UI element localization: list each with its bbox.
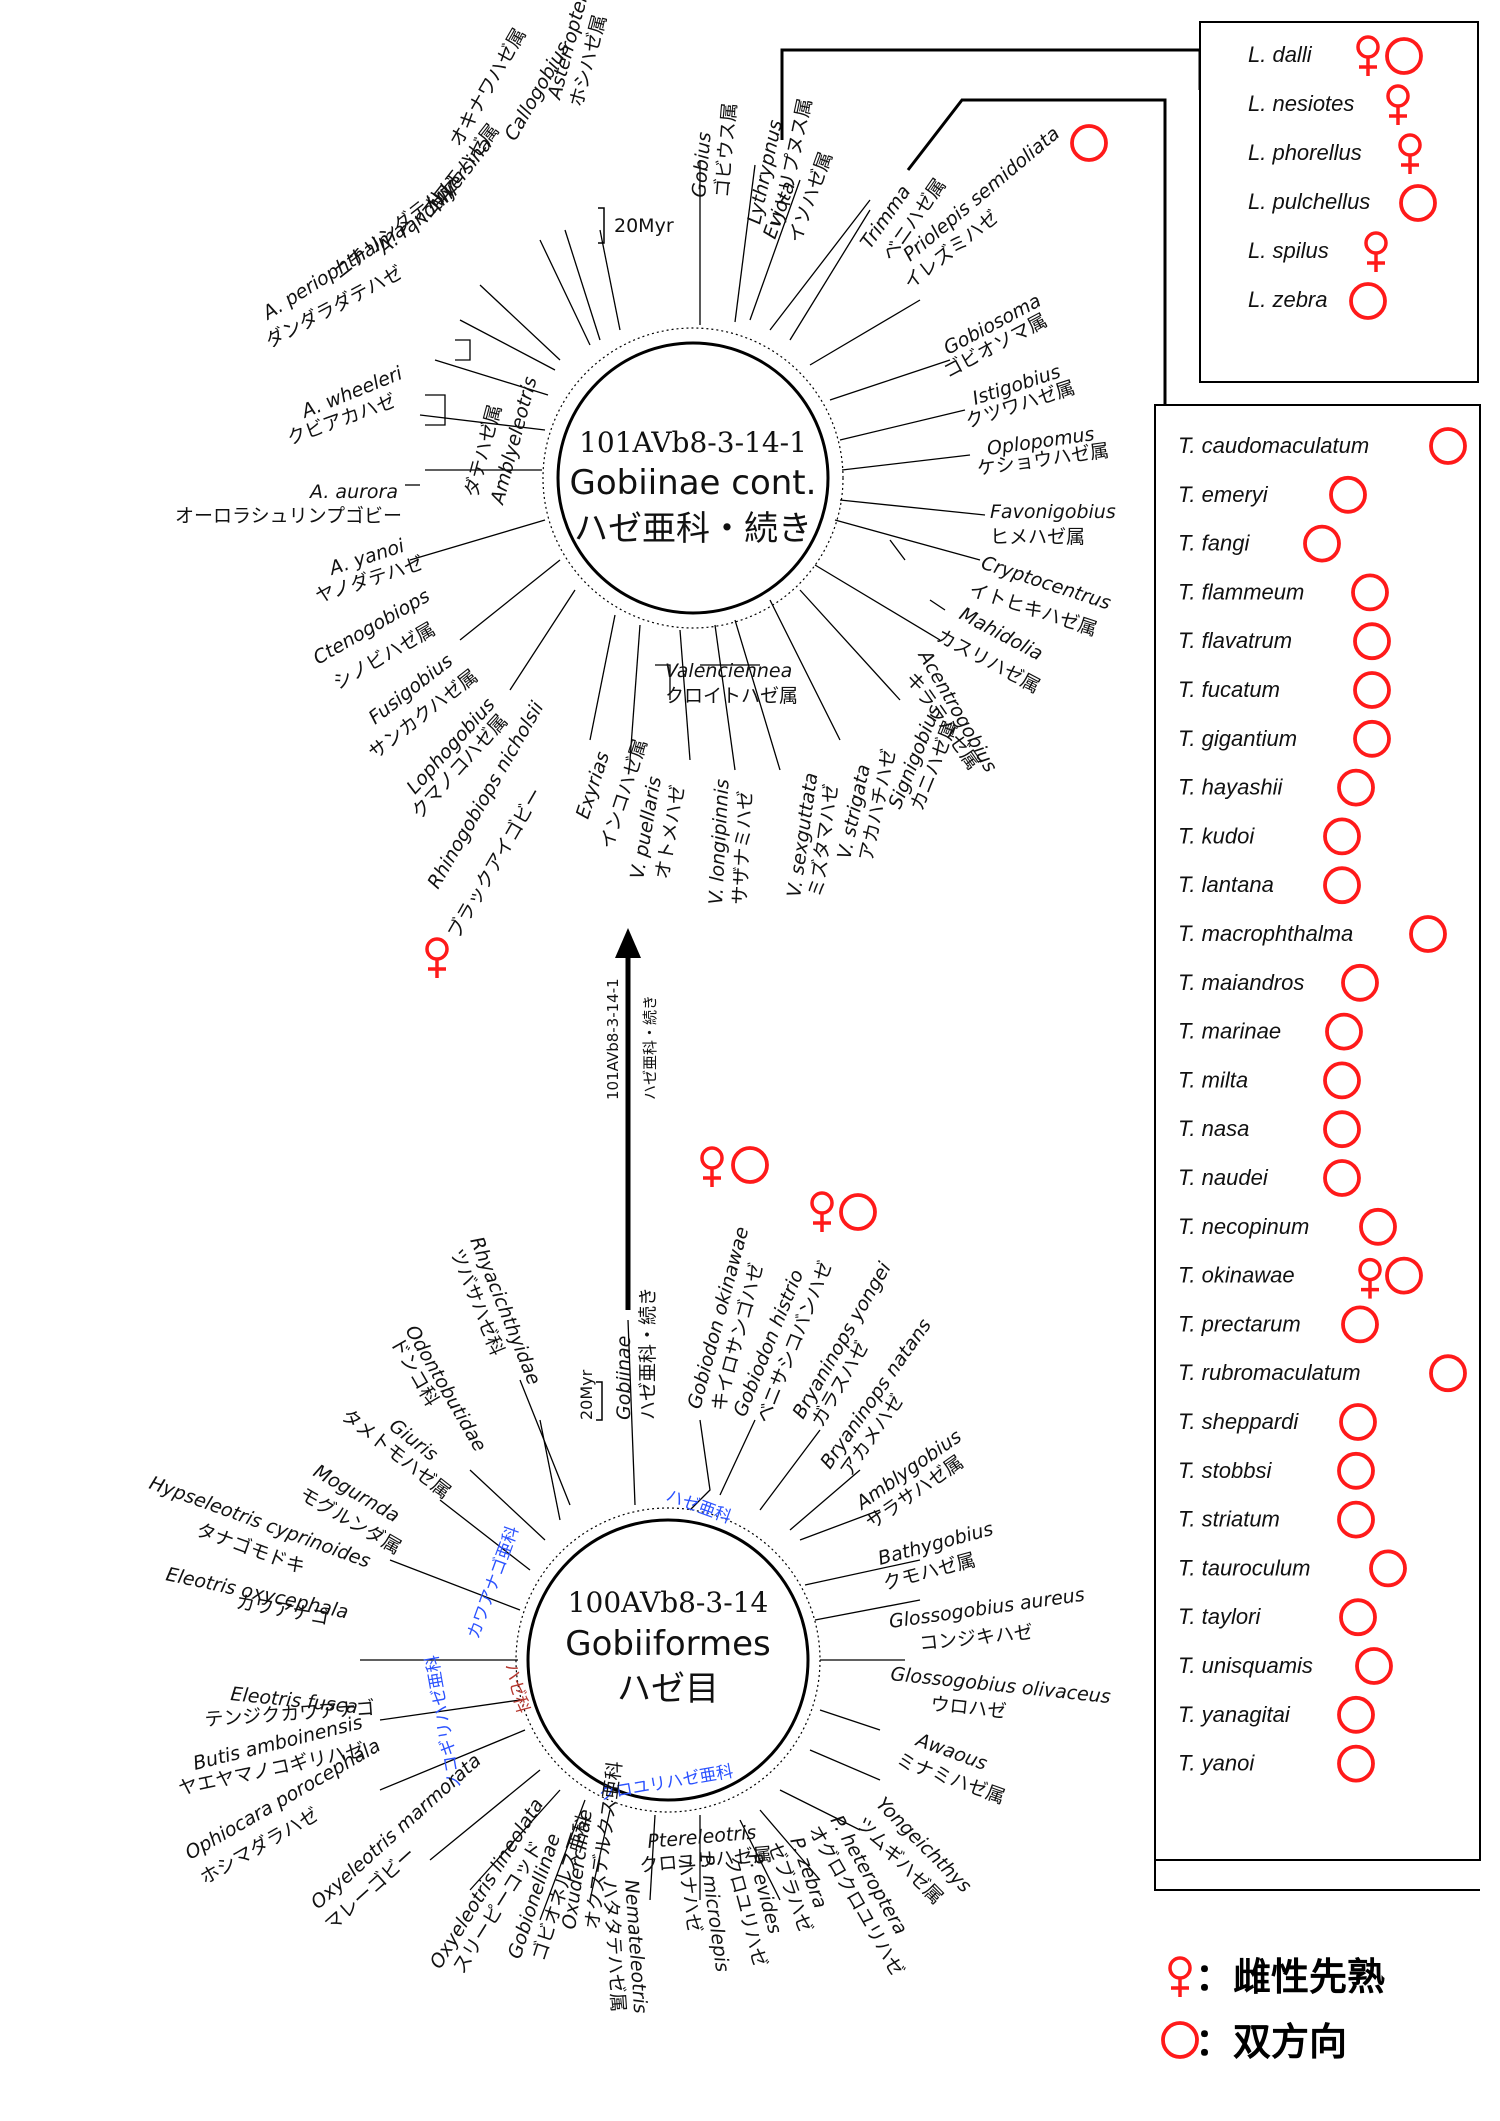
lythrypnus-species-0: L. dalli bbox=[1248, 42, 1313, 67]
lythrypnus-box: L. dalli L. nesiotes L. phorellus L. pulche… bbox=[1199, 21, 1479, 383]
trimma-species-5: T. fucatum bbox=[1178, 677, 1280, 702]
arrow-jp: ハゼ亜科・続き bbox=[641, 995, 659, 1100]
trimma-species-1: T. emeryi bbox=[1178, 482, 1269, 507]
label-gobiinae: Gobiinae bbox=[613, 1336, 635, 1420]
trimma-species-25: T. unisquamis bbox=[1178, 1653, 1313, 1678]
taxon-a-aurora-jp: オーロラシュリンプゴビー bbox=[175, 505, 402, 527]
gobiodon-okinawae-bidir-marker bbox=[731, 1146, 769, 1184]
trimma-species-2: T. fangi bbox=[1178, 531, 1250, 556]
trimma-species-14: T. nasa bbox=[1178, 1116, 1249, 1141]
trimma-species-26: T. yanagitai bbox=[1178, 1702, 1291, 1727]
taxon-favonigobius: Favonigobius bbox=[990, 501, 1116, 523]
rhinogobiops-female-marker bbox=[425, 937, 449, 980]
trimma-species-3: T. flammeum bbox=[1178, 579, 1304, 604]
legend-bidir-label: ：双方向 bbox=[1195, 2020, 1347, 2064]
top-branches bbox=[405, 160, 986, 771]
bottom-center-code: 100AVb8-3-14 bbox=[568, 1586, 769, 1619]
arrow-code: 101AVb8-3-14-1 bbox=[604, 978, 622, 1100]
bottom-center-title: Gobiiformes bbox=[565, 1624, 771, 1664]
lythrypnus-species-3: L. pulchellus bbox=[1248, 189, 1370, 214]
label-gobiinae-jp: ハゼ亜科・続き bbox=[637, 1287, 659, 1420]
trimma-species-24: T. taylori bbox=[1178, 1604, 1261, 1629]
lythrypnus-species-2: L. phorellus bbox=[1248, 140, 1362, 165]
legend-female-icon bbox=[1168, 1956, 1192, 1999]
trimma-species-20: T. sheppardi bbox=[1178, 1409, 1299, 1434]
trimma-species-22: T. striatum bbox=[1178, 1507, 1280, 1532]
trimma-species-0: T. caudomaculatum bbox=[1178, 433, 1369, 458]
trimma-box: T. caudomaculatum T. emeryi T. fangi T. fla… bbox=[1154, 404, 1481, 1891]
gobiodon-okinawae-female-marker bbox=[700, 1146, 724, 1189]
trimma-species-12: T. marinae bbox=[1178, 1019, 1281, 1044]
lythrypnus-species-1: L. nesiotes bbox=[1248, 91, 1354, 116]
taxon-favonigobius-jp: ヒメハゼ属 bbox=[990, 526, 1085, 548]
gobiodon-histrio-bidir-marker bbox=[839, 1193, 877, 1231]
top-center-code: 101AVb8-3-14-1 bbox=[579, 426, 807, 459]
trimma-species-27: T. yanoi bbox=[1178, 1751, 1255, 1776]
trimma-species-4: T. flavatrum bbox=[1178, 628, 1292, 653]
top-center-title: Gobiinae cont. bbox=[570, 463, 817, 503]
trimma-species-15: T. naudei bbox=[1178, 1165, 1269, 1190]
trimma-species-8: T. kudoi bbox=[1178, 823, 1255, 848]
group-valenciennea-jp: クロイトハゼ属 bbox=[665, 685, 798, 707]
top-tree: 101AVb8-3-14-1 Gobiinae cont. ハゼ亜科・続き 20… bbox=[175, 0, 1202, 980]
legend-female-label: ：雌性先熟 bbox=[1195, 1955, 1385, 1999]
group-valenciennea: Valenciennea bbox=[665, 660, 792, 682]
trimma-species-18: T. prectarum bbox=[1178, 1311, 1301, 1336]
top-scale: 20Myr bbox=[614, 215, 674, 237]
legend: ：雌性先熟 ：双方向 bbox=[1161, 1955, 1385, 2064]
trimma-species-23: T. tauroculum bbox=[1178, 1555, 1310, 1580]
top-center-jp: ハゼ亜科・続き bbox=[574, 509, 812, 549]
bottom-scale: 20Myr bbox=[577, 1369, 596, 1420]
legend-bidir-icon bbox=[1161, 2021, 1199, 2059]
priolepis-bidir-marker bbox=[1070, 124, 1108, 162]
lythrypnus-species-5: L. zebra bbox=[1248, 287, 1328, 312]
trimma-species-6: T. gigantium bbox=[1178, 726, 1297, 751]
link-arrow: 101AVb8-3-14-1 ハゼ亜科・続き bbox=[604, 928, 659, 1310]
trimma-species-9: T. lantana bbox=[1178, 872, 1274, 897]
lythrypnus-species-4: L. spilus bbox=[1248, 238, 1329, 263]
taxon-v-longipinnis-jp: サザナミハゼ bbox=[729, 790, 757, 905]
trimma-species-7: T. hayashii bbox=[1178, 775, 1283, 800]
trimma-species-10: T. macrophthalma bbox=[1178, 921, 1353, 946]
taxon-glossogobius-olivaceus-jp: ウロハゼ bbox=[929, 1693, 1007, 1723]
taxon-gobius-jp: ゴビウス属 bbox=[711, 102, 741, 199]
taxon-a-aurora: A. aurora bbox=[308, 481, 398, 503]
trimma-species-13: T. milta bbox=[1178, 1067, 1248, 1092]
trimma-species-19: T. rubromaculatum bbox=[1178, 1360, 1361, 1385]
trimma-species-11: T. maiandros bbox=[1178, 970, 1304, 995]
gobiodon-histrio-female-marker bbox=[810, 1191, 834, 1234]
trimma-species-16: T. necopinum bbox=[1178, 1214, 1309, 1239]
trimma-species-17: T. okinawae bbox=[1178, 1263, 1295, 1288]
bottom-center-jp: ハゼ目 bbox=[617, 1669, 719, 1709]
arc-gobiinae: ハゼ亜科 bbox=[663, 1486, 734, 1528]
trimma-species-21: T. stobbsi bbox=[1178, 1458, 1272, 1483]
